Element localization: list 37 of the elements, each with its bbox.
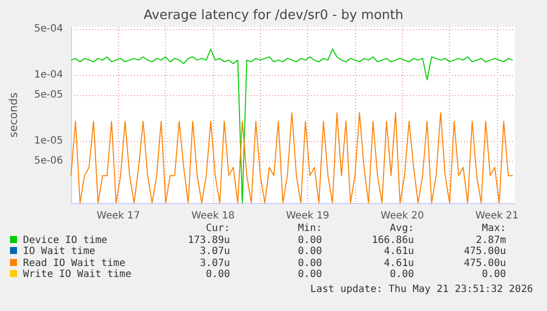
x-tick-label: Week 21 [475,210,519,222]
text: Cur: [204,223,230,234]
text: 3.07u [198,258,230,269]
text: 0.00 [480,269,506,280]
x-tick-label: Week 20 [380,210,424,222]
text: Min: [296,223,322,234]
text: 2.87m [474,234,506,246]
y-tick-label: 5e-04 [34,24,63,35]
legend-label: Device IO time [22,234,108,246]
y-axis-title: seconds [7,92,20,138]
x-tick-label: Week 19 [286,210,330,222]
x-tick-label: Week 18 [191,210,235,222]
y-tick-label: 1e-05 [34,136,63,147]
text: 0.00 [296,258,322,269]
text: 3.07u [198,246,230,258]
text: Avg: [388,223,414,234]
x-tick-label: Week 17 [96,210,140,222]
text: 475.00u [462,258,506,269]
chart-title: Average latency for /dev/sr0 - by month [144,8,404,23]
text: 0.00 [296,269,322,280]
text: 0.00 [296,234,322,246]
text: 166.86u [370,234,414,246]
text: 0.00 [204,269,230,280]
text: 0.00 [388,269,414,280]
text: Last update: Thu May 21 23:51:32 2026 [310,284,533,295]
legend-label: Read IO Wait time [22,258,126,269]
text: 0.00 [296,246,322,258]
text: 173.89u [186,234,230,246]
legend-label: IO Wait time [22,246,96,258]
text: 475.00u [462,246,506,258]
text: 4.61u [382,258,414,269]
y-tick-label: 5e-06 [34,155,63,166]
text: 4.61u [382,246,414,258]
y-tick-label: 5e-05 [34,90,63,101]
legend-label: Write IO Wait time [22,269,132,280]
text: Max: [480,223,506,234]
y-tick-label: 1e-04 [34,70,63,81]
